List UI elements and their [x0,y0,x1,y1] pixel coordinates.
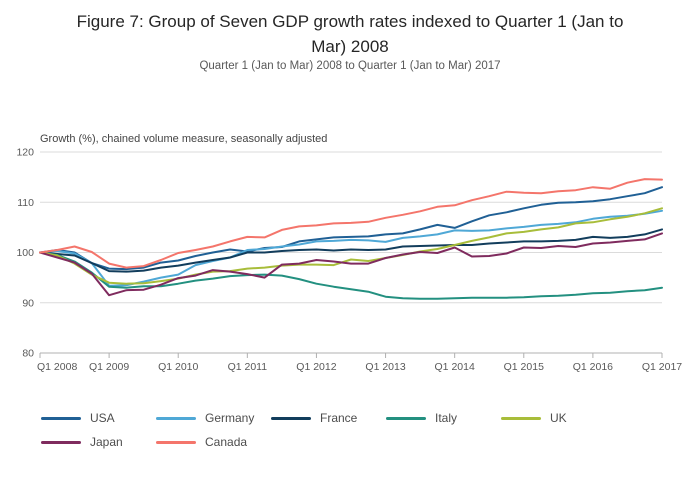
y-axis-note: Growth (%), chained volume measure, seas… [40,133,327,145]
y-tick-label-80: 80 [22,348,34,360]
legend-item-uk[interactable]: UK [501,407,616,429]
legend-label-canada: Canada [205,435,248,449]
series-line-canada [39,178,663,269]
chart-title: Figure 7: Group of Seven GDP growth rate… [76,12,624,56]
legend-label-uk: UK [550,411,567,425]
legend-swatch-germany [156,416,196,420]
legend-swatch-uk [501,416,541,420]
series-line-japan [39,232,663,297]
x-tick-label-q1-2009: Q1 2009 [89,361,129,373]
x-tick-label-q1-2016: Q1 2016 [573,361,613,373]
legend-swatch-usa [41,416,81,420]
legend-label-japan: Japan [90,435,123,449]
legend-item-usa[interactable]: USA [41,407,156,429]
legend-item-france[interactable]: France [271,407,386,429]
x-axis-group [39,352,663,358]
x-tick-label-q1-2014: Q1 2014 [435,361,475,373]
legend-item-italy[interactable]: Italy [386,407,501,429]
legend-item-germany[interactable]: Germany [156,407,271,429]
series-line-usa [39,186,663,271]
x-tick-label-q1-2017: Q1 2017 [642,361,682,373]
x-tick-label-q1-2013: Q1 2013 [365,361,405,373]
x-tick-label-q1-2012: Q1 2012 [296,361,336,373]
y-tick-label-120: 120 [16,147,34,159]
series-line-france [39,228,663,273]
chart-subtitle: Quarter 1 (Jan to Mar) 2008 to Quarter 1… [199,60,501,72]
legend-label-germany: Germany [205,411,255,425]
legend-label-france: France [320,411,358,425]
x-tick-label-q1-2010: Q1 2010 [158,361,198,373]
gridlines-group [40,151,662,354]
y-tick-label-100: 100 [16,247,34,259]
legend-label-usa: USA [90,411,115,425]
legend-item-canada[interactable]: Canada [156,431,271,453]
y-tick-label-110: 110 [17,197,34,209]
legend-item-japan[interactable]: Japan [41,431,156,453]
line-chart-plot: Growth (%), chained volume measure, seas… [16,133,682,374]
series-lines-group [39,178,663,300]
legend-label-italy: Italy [435,411,458,425]
y-tick-label-90: 90 [22,297,34,309]
axis-labels-group: 80 90 100 110 120 Q1 2008 Q1 2009 Q1 2010 Q1 201… [16,147,682,374]
legend-swatch-france [271,416,311,420]
series-line-germany [39,209,663,287]
legend-swatch-italy [386,416,426,420]
legend-swatch-japan [41,440,81,444]
legend-swatch-canada [156,440,196,444]
x-tick-label-q1-2015: Q1 2015 [504,361,544,373]
x-tick-label-q1-2008: Q1 2008 [37,361,77,373]
chart-legend: USA Germany France Italy UK Japan Canada [41,407,666,455]
x-tick-label-q1-2011: Q1 2011 [228,361,268,373]
series-line-uk [39,207,663,285]
series-line-italy [39,251,663,300]
